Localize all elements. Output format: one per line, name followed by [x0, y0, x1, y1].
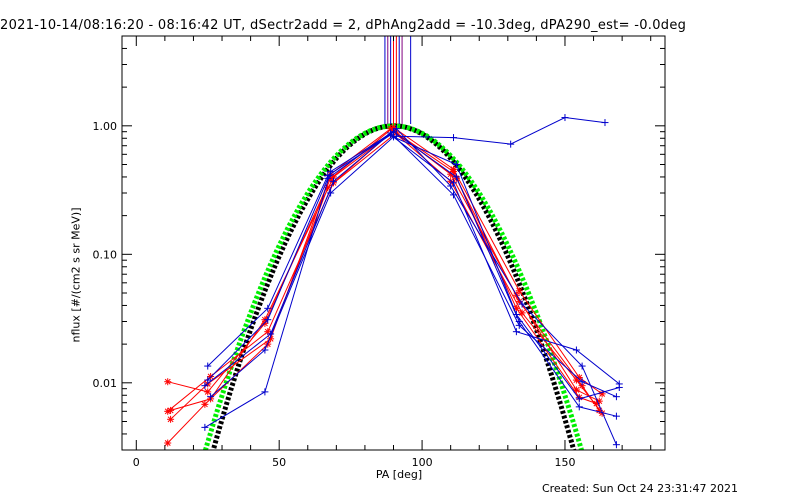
data-point	[264, 304, 272, 312]
series-line-8	[204, 128, 617, 445]
data-point	[578, 378, 586, 386]
plot-area	[164, 36, 623, 450]
x-tick-label: 0	[133, 456, 140, 469]
data-point	[518, 309, 526, 317]
marker-d2	[516, 298, 523, 305]
data-point	[327, 189, 335, 197]
fit-curve-2	[202, 123, 585, 450]
data-point	[261, 346, 269, 354]
data-point	[612, 412, 620, 420]
fit-curve-1	[210, 123, 577, 450]
x-axis-label: PA [deg]	[375, 468, 423, 481]
data-point	[612, 441, 620, 449]
marker-d2	[387, 125, 394, 132]
data-point	[598, 390, 606, 398]
data-point	[201, 382, 209, 390]
data-point	[601, 119, 609, 127]
data-point	[452, 160, 460, 168]
data-point	[204, 376, 212, 384]
marker-d2	[330, 173, 337, 180]
x-tick-label: 100	[412, 456, 433, 469]
data-point	[450, 168, 458, 176]
series-line-7	[207, 134, 620, 385]
data-point	[515, 321, 523, 329]
data-point	[515, 287, 523, 295]
data-point	[392, 132, 400, 140]
data-point	[512, 328, 520, 336]
data-point	[518, 300, 526, 308]
series-line-1	[167, 126, 603, 395]
data-point	[561, 114, 569, 122]
x-tick-label: 150	[554, 456, 575, 469]
data-point	[390, 133, 397, 141]
data-point	[450, 191, 458, 199]
data-point	[450, 179, 458, 187]
data-point	[264, 316, 272, 324]
data-point	[167, 415, 175, 423]
data-point	[201, 423, 209, 431]
data-point	[207, 393, 215, 401]
data-point	[201, 400, 209, 408]
data-point	[450, 134, 458, 142]
data-point	[575, 403, 583, 411]
created-timestamp: Created: Sun Oct 24 23:31:47 2021	[541, 482, 738, 495]
data-point	[164, 439, 172, 447]
marker-d2	[167, 416, 174, 423]
marker-d2	[516, 287, 523, 294]
marker-d2	[519, 309, 526, 316]
data-point	[392, 125, 400, 133]
series-line-9	[210, 136, 620, 400]
data-point	[452, 173, 460, 181]
data-point	[261, 388, 269, 396]
data-point	[572, 376, 580, 384]
y-tick-label: 1.00	[93, 120, 118, 133]
series-line-6	[204, 131, 617, 428]
data-point	[329, 177, 337, 185]
data-point	[447, 182, 455, 190]
marker-d2	[447, 178, 454, 185]
y-tick-label: 0.01	[93, 377, 118, 390]
data-point	[575, 395, 583, 403]
series-line-5	[170, 131, 603, 414]
data-point	[264, 328, 272, 336]
series-line-4	[167, 132, 597, 444]
x-tick-label: 50	[272, 456, 286, 469]
marker-d2	[204, 388, 211, 395]
data-point	[507, 140, 515, 148]
chart-title: 2021-10-14/08:16:20 - 08:16:42 UT, dSect…	[0, 18, 687, 33]
marker-d2	[164, 440, 171, 446]
marker-d2	[201, 401, 208, 408]
data-point	[387, 129, 395, 137]
marker-d2	[579, 382, 586, 389]
y-axis-label: nflux [#/(cm2 s sr MeV)]	[69, 207, 83, 343]
data-point	[167, 406, 175, 414]
series-line-10	[207, 132, 617, 398]
marker-d2	[167, 407, 174, 414]
data-point	[615, 383, 623, 391]
data-point	[612, 393, 620, 401]
data-point	[164, 378, 172, 386]
data-point	[578, 362, 586, 370]
marker-d2	[264, 328, 271, 335]
data-point	[204, 388, 212, 396]
data-point	[204, 362, 212, 370]
data-point	[324, 174, 332, 182]
y-tick-label: 0.10	[93, 248, 118, 261]
marker-d2	[164, 378, 171, 385]
data-point	[572, 346, 580, 354]
